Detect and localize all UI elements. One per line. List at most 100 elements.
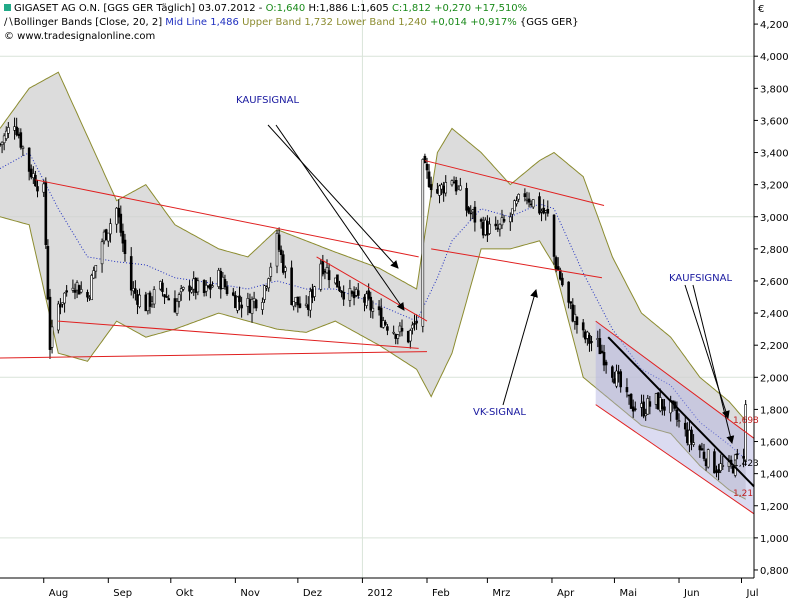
candle-body: [646, 398, 650, 415]
candle-body: [644, 413, 647, 416]
lower-band-value: Lower Band 1,240: [336, 17, 427, 28]
candle-body: [240, 304, 243, 309]
candle-body: [661, 399, 664, 410]
x-tick-label: Mai: [619, 588, 637, 599]
candle-body: [136, 294, 139, 305]
x-tick-label: 2012: [367, 588, 392, 599]
candle-body: [721, 465, 725, 467]
candle-body: [19, 132, 23, 148]
candle-body: [188, 285, 191, 292]
candle-body: [86, 292, 89, 298]
candle-body: [719, 463, 722, 471]
annotation-kaufsignal-2: KAUFSIGNAL: [669, 273, 733, 284]
candle-body: [223, 279, 227, 288]
trend-line-1: [35, 179, 419, 258]
candle-body: [450, 180, 454, 186]
candle-body: [150, 301, 154, 305]
candle-body: [75, 282, 79, 291]
x-tick-label: Feb: [432, 588, 450, 599]
candle-body: [177, 294, 181, 302]
candle-body: [496, 227, 500, 230]
candle-body: [138, 294, 141, 308]
quote-low: L:1,605: [351, 3, 389, 14]
candle-body: [627, 394, 631, 397]
y-tick-label: 4,000: [760, 52, 789, 63]
candle-body: [494, 223, 498, 227]
candle-body: [546, 208, 550, 214]
signal-arrow-5: [692, 284, 735, 444]
candle-body: [600, 350, 604, 354]
candle-body: [386, 326, 389, 331]
candle-body: [148, 292, 152, 307]
candle-body: [129, 256, 133, 291]
candle-body: [48, 296, 52, 350]
candle-body: [0, 141, 4, 145]
y-tick-label: 2,000: [760, 373, 789, 384]
price-label-1698: 1,698: [733, 416, 759, 426]
candle-body: [234, 295, 237, 309]
candle-body: [517, 194, 520, 200]
candle-body: [367, 290, 370, 299]
candle-body: [21, 146, 25, 149]
candle-body: [742, 456, 745, 459]
trend-line-9: [607, 336, 755, 488]
candle-body: [65, 290, 68, 293]
candle-body: [34, 174, 37, 187]
candle-body: [604, 361, 608, 366]
candle-body: [700, 448, 704, 451]
candle-body: [132, 288, 135, 292]
candle-body: [561, 277, 564, 286]
candle-body: [586, 331, 589, 339]
candle-body: [73, 290, 77, 293]
candle-body: [717, 469, 720, 474]
candle-body: [71, 287, 75, 291]
candle-body: [598, 338, 602, 355]
candle-body: [436, 189, 439, 194]
candle-body: [336, 274, 339, 288]
trend-line-3: [0, 351, 427, 359]
candle-body: [575, 316, 579, 326]
candle-body: [523, 193, 527, 198]
y-tick-label: 3,200: [760, 181, 789, 192]
candle-body: [304, 303, 308, 306]
candle-body: [481, 222, 485, 236]
candle-body: [531, 199, 535, 208]
candle-body: [692, 442, 695, 445]
candle-body: [206, 285, 210, 288]
candle-body: [90, 275, 93, 301]
candle-body: [334, 277, 337, 284]
candle-body: [265, 286, 268, 289]
candle-body: [254, 299, 258, 309]
candle-body: [44, 181, 48, 245]
candle-body: [354, 289, 358, 296]
candle-body: [261, 302, 264, 310]
candle-body: [427, 171, 431, 187]
candle-body: [369, 296, 373, 311]
candle-body: [611, 366, 614, 378]
candle-body: [590, 341, 593, 343]
y-tick-label: 2,200: [760, 341, 789, 352]
candle-body: [350, 291, 354, 294]
candle-body: [42, 183, 46, 193]
candle-body: [511, 208, 514, 215]
candle-body: [161, 282, 164, 292]
trend-line-6: [431, 248, 603, 279]
candle-body: [211, 285, 214, 288]
candle-body: [306, 304, 310, 310]
candle-body: [163, 294, 166, 298]
trend-line-5: [424, 160, 605, 206]
y-tick-label: 2,600: [760, 277, 789, 288]
candle-body: [190, 289, 193, 293]
candle-body: [32, 173, 35, 178]
candle-body: [686, 429, 689, 444]
y-tick-label: 2,400: [760, 309, 789, 320]
y-tick-label: 1,800: [760, 405, 789, 416]
candle-body: [107, 232, 110, 242]
candle-body: [442, 185, 445, 194]
candle-body: [115, 207, 118, 225]
candle-body: [456, 187, 460, 189]
candle-body: [629, 393, 633, 409]
x-tick-label: Jul: [746, 588, 759, 599]
candle-body: [415, 320, 418, 324]
candle-body: [250, 299, 254, 314]
